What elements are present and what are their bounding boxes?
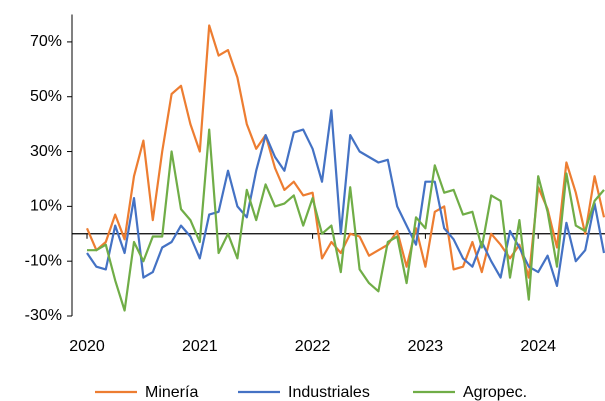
y-tick-label: 30% [30,143,62,160]
y-tick-label: 50% [30,88,62,105]
x-tick-label: 2022 [295,338,331,355]
x-tick-label: 2023 [408,338,444,355]
series-line [87,128,605,312]
y-tick-label: -30% [25,307,62,324]
legend-label: Industriales [288,384,370,401]
x-tick-label: 2021 [182,338,218,355]
series-line [86,109,605,287]
y-tick-label: -10% [25,252,62,269]
legend-label: Agropec. [463,384,527,401]
x-tick-label: 2020 [69,338,105,355]
legend-label: Minería [145,384,198,401]
x-tick-label: 2024 [520,338,556,355]
y-tick-label: 70% [30,33,62,50]
y-tick-label: 10% [30,198,62,215]
series-line [85,24,605,279]
